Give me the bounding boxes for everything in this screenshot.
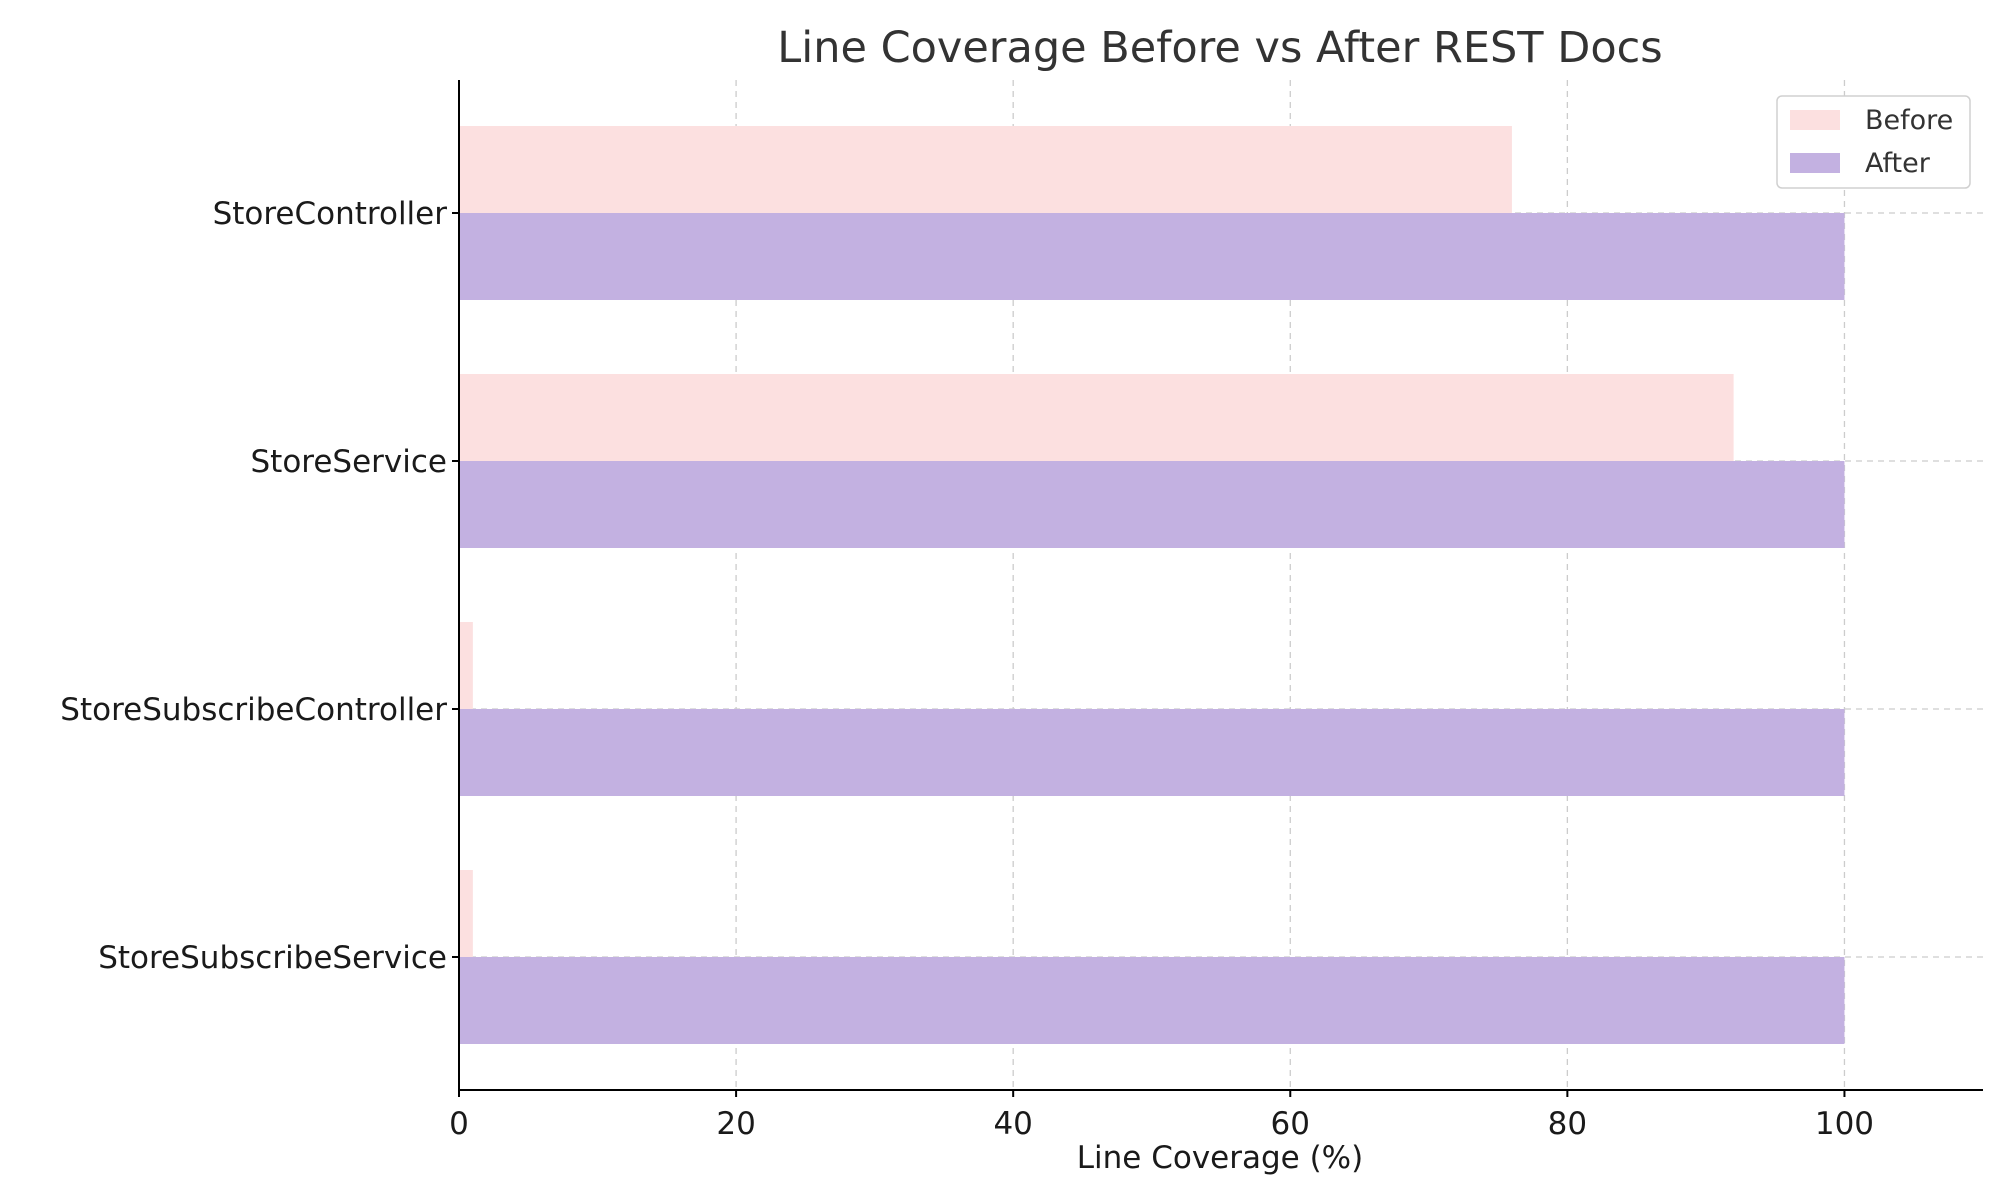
legend: Before After — [1776, 95, 1971, 189]
legend-label: After — [1865, 148, 1931, 179]
bar-before — [459, 374, 1734, 461]
bars — [459, 126, 1845, 1044]
legend-swatch — [1790, 110, 1840, 130]
bar-after — [459, 461, 1845, 548]
bar-before — [459, 870, 473, 957]
x-tick-label: 100 — [1815, 1106, 1874, 1142]
x-tick-label: 60 — [1271, 1106, 1310, 1142]
x-tick-label: 40 — [993, 1106, 1032, 1142]
legend-label: Before — [1865, 105, 1953, 136]
axes — [458, 80, 1983, 1091]
chart-title: Line Coverage Before vs After REST Docs — [777, 23, 1662, 73]
y-tick-label: StoreSubscribeService — [98, 940, 447, 976]
x-axis-label: Line Coverage (%) — [1077, 1140, 1363, 1176]
bar-after — [459, 213, 1845, 300]
y-tick-label: StoreSubscribeController — [60, 692, 447, 728]
y-tick-label: StoreController — [213, 196, 448, 232]
bar-before — [459, 622, 473, 709]
tick-labels: 0 20 40 60 80 100 StoreController StoreService S… — [60, 196, 1874, 1142]
x-tick-label: 20 — [716, 1106, 755, 1142]
x-tick-label: 80 — [1548, 1106, 1587, 1142]
x-tick-label: 0 — [449, 1106, 469, 1142]
y-tick-label: StoreService — [250, 444, 447, 480]
bar-after — [459, 957, 1845, 1044]
bar-after — [459, 709, 1845, 796]
bar-before — [459, 126, 1512, 213]
legend-swatch — [1790, 153, 1840, 173]
